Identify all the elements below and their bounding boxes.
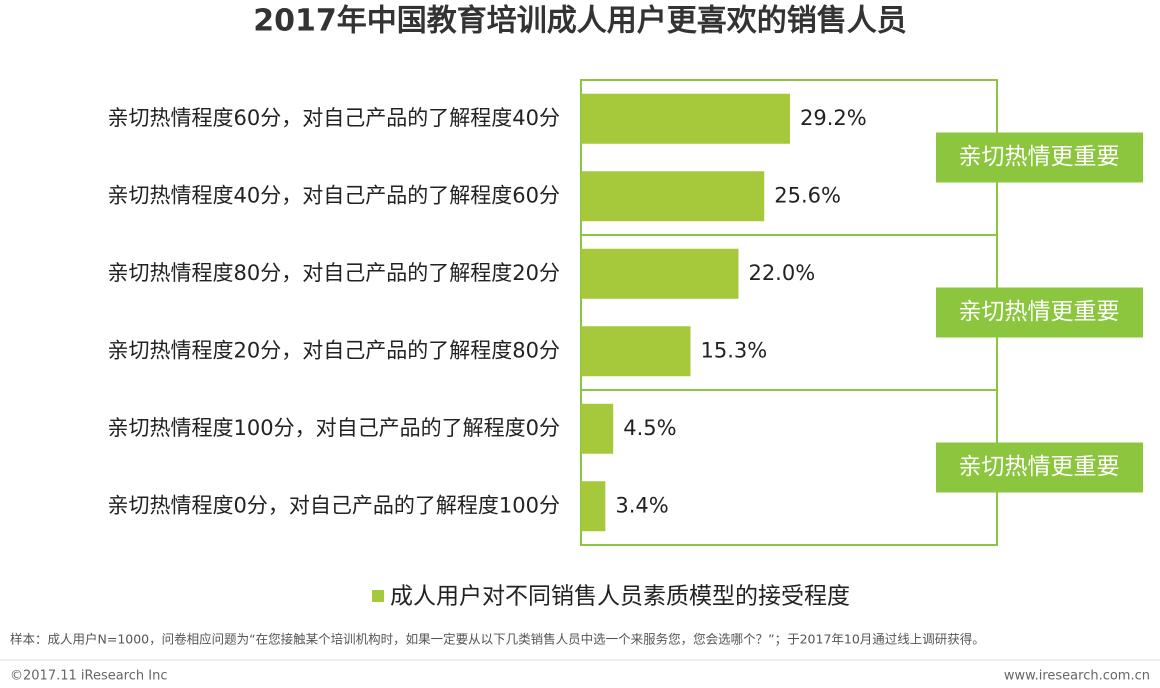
bar bbox=[581, 93, 790, 144]
bar bbox=[581, 248, 739, 299]
group-frame bbox=[580, 389, 998, 546]
category-label: 亲切热情程度0分，对自己产品的了解程度100分 bbox=[108, 493, 560, 517]
bar bbox=[581, 403, 614, 454]
bar bbox=[581, 481, 606, 532]
bar bbox=[581, 326, 691, 377]
footnote: 样本：成人用户N=1000，问卷相应问题为“在您接触某个培训机构时，如果一定要从… bbox=[10, 632, 985, 647]
value-label: 22.0% bbox=[748, 261, 815, 285]
category-label: 亲切热情程度40分，对自己产品的了解程度60分 bbox=[108, 183, 560, 207]
annotation: 亲切热情更重要 bbox=[959, 299, 1120, 325]
website: www.iresearch.com.cn bbox=[1004, 669, 1150, 684]
chart-title: 2017年中国教育培训成人用户更喜欢的销售人员 bbox=[253, 4, 907, 39]
annotation: 亲切热情更重要 bbox=[959, 144, 1120, 170]
value-label: 4.5% bbox=[623, 416, 676, 440]
annotation-box bbox=[936, 132, 1143, 183]
category-label: 亲切热情程度80分，对自己产品的了解程度20分 bbox=[108, 261, 560, 285]
annotation-box bbox=[936, 442, 1143, 493]
annotation-box bbox=[936, 287, 1143, 338]
category-label: 亲切热情程度100分，对自己产品的了解程度0分 bbox=[108, 416, 560, 440]
category-label: 亲切热情程度20分，对自己产品的了解程度80分 bbox=[108, 338, 560, 362]
value-label: 15.3% bbox=[701, 338, 768, 362]
value-label: 29.2% bbox=[800, 106, 867, 130]
legend-swatch bbox=[372, 590, 384, 602]
copyright: ©2017.11 iResearch Inc bbox=[10, 669, 168, 684]
value-label: 25.6% bbox=[774, 183, 841, 207]
value-label: 3.4% bbox=[615, 493, 668, 517]
annotation: 亲切热情更重要 bbox=[959, 454, 1120, 480]
legend-label: 成人用户对不同销售人员素质模型的接受程度 bbox=[390, 584, 850, 610]
bar bbox=[581, 171, 765, 222]
category-label: 亲切热情程度60分，对自己产品的了解程度40分 bbox=[108, 106, 560, 130]
